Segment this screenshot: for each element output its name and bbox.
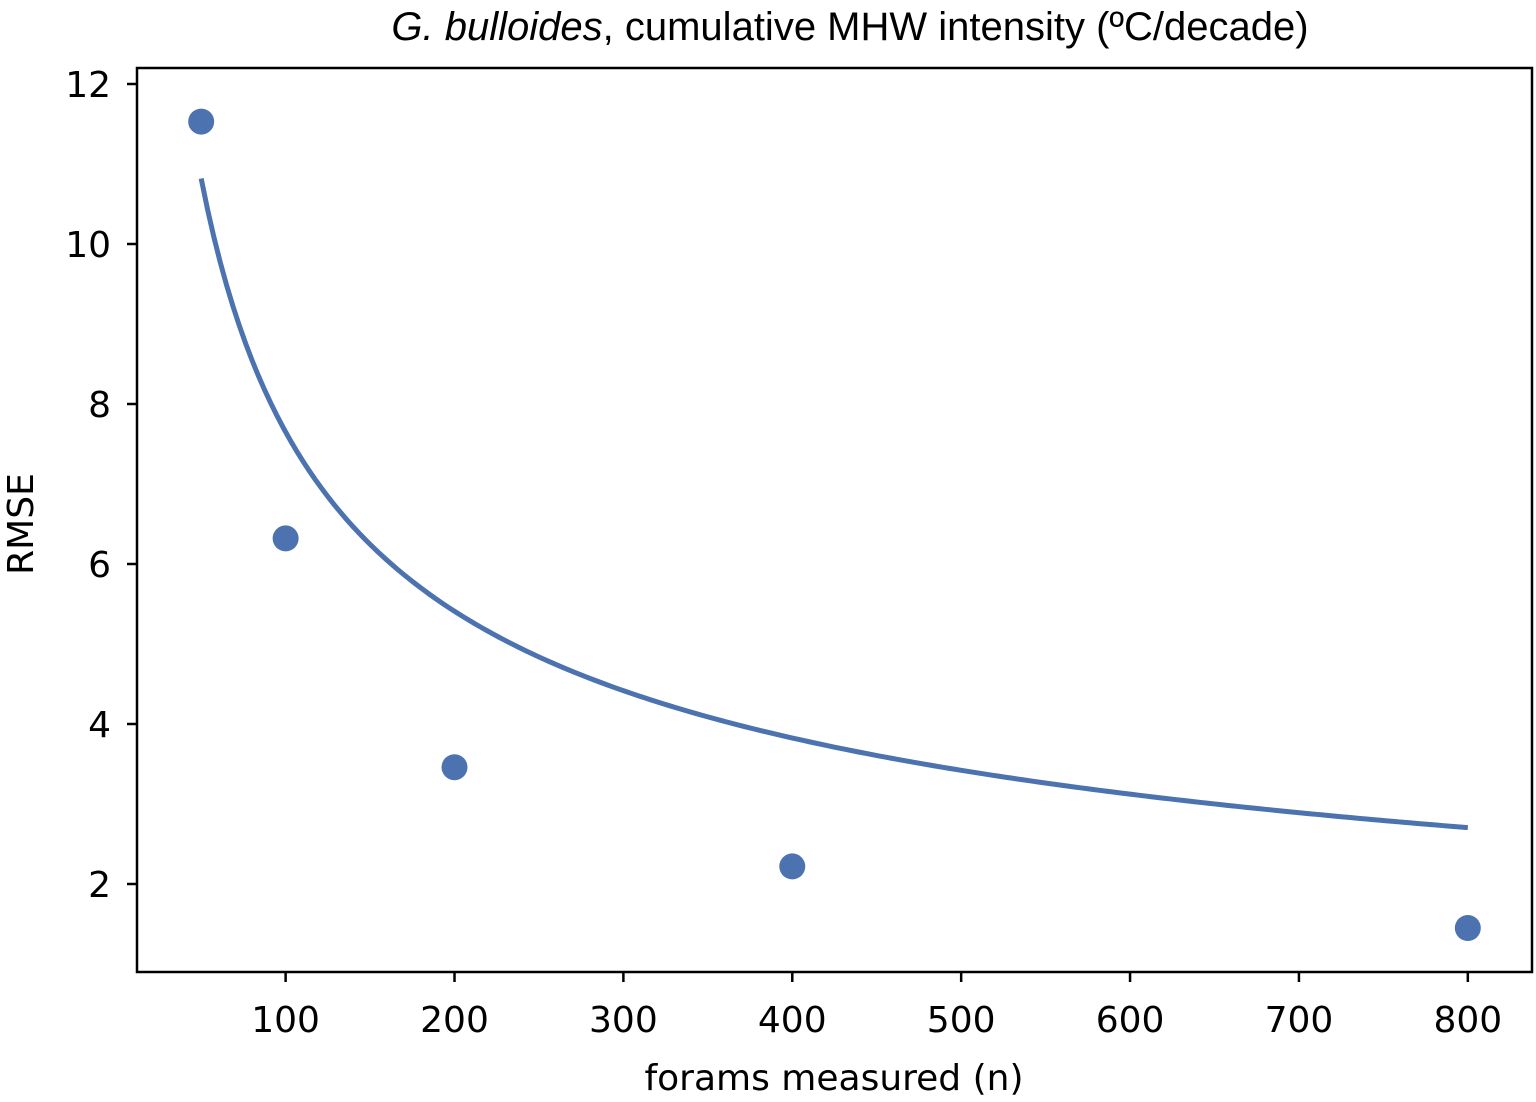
x-tick-label: 800 bbox=[1433, 1000, 1502, 1041]
x-axis-label: forams measured (n) bbox=[644, 1058, 1023, 1099]
x-tick-label: 400 bbox=[758, 1000, 827, 1041]
y-tick-label: 2 bbox=[88, 865, 111, 906]
x-tick-label: 500 bbox=[927, 1000, 996, 1041]
x-axis: 100 200 300 400 500 600 700 800 bbox=[251, 972, 1502, 1041]
fit-curve bbox=[198, 177, 1469, 831]
x-tick-label: 700 bbox=[1265, 1000, 1334, 1041]
x-tick-label: 600 bbox=[1096, 1000, 1165, 1041]
chart-title-species: G. bulloides bbox=[391, 5, 602, 49]
data-point bbox=[188, 108, 215, 135]
data-point bbox=[779, 853, 806, 880]
x-tick-label: 200 bbox=[420, 1000, 489, 1041]
y-tick-label: 6 bbox=[88, 545, 111, 586]
y-axis-label: RMSE bbox=[1, 473, 42, 575]
chart-title-rest: , cumulative MHW intensity (ºC/decade) bbox=[603, 5, 1309, 49]
y-tick-label: 8 bbox=[88, 385, 111, 426]
y-tick-label: 10 bbox=[65, 225, 111, 266]
y-tick-label: 4 bbox=[88, 705, 111, 746]
data-point bbox=[441, 754, 468, 781]
plot-frame bbox=[135, 66, 1534, 974]
x-tick-label: 300 bbox=[589, 1000, 658, 1041]
plot-area bbox=[188, 108, 1481, 941]
data-point bbox=[1454, 915, 1481, 941]
y-tick-label: 12 bbox=[65, 65, 111, 106]
data-point bbox=[272, 525, 299, 552]
y-axis: 2 4 6 8 10 12 bbox=[65, 65, 137, 906]
x-tick-label: 100 bbox=[251, 1000, 320, 1041]
chart-title: G. bulloides, cumulative MHW intensity (… bbox=[391, 5, 1308, 49]
